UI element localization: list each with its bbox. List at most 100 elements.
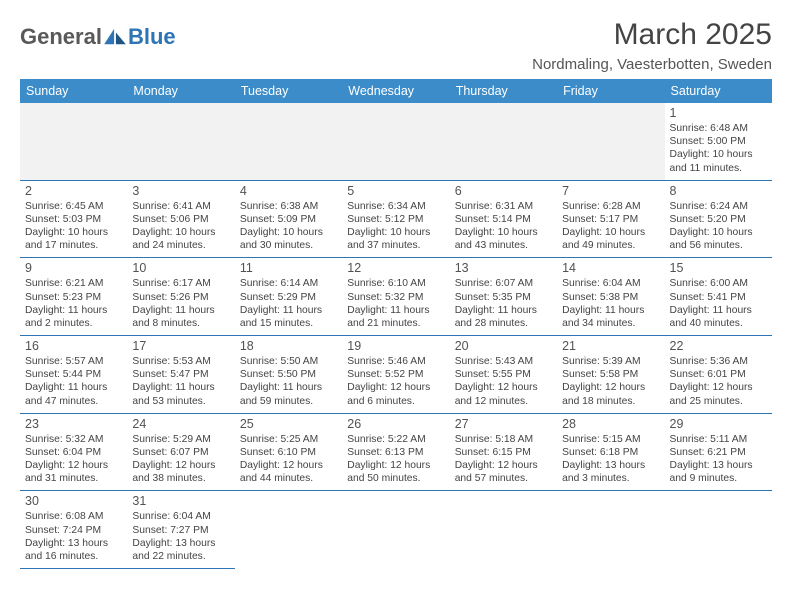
daylight-text: Daylight: 11 hours and 53 minutes. (132, 381, 229, 407)
calendar-row: 9Sunrise: 6:21 AMSunset: 5:23 PMDaylight… (20, 258, 772, 336)
sunset-text: Sunset: 6:18 PM (562, 446, 659, 459)
daylight-text: Daylight: 10 hours and 37 minutes. (347, 226, 444, 252)
calendar-cell: 31Sunrise: 6:04 AMSunset: 7:27 PMDayligh… (127, 491, 234, 569)
day-number: 26 (347, 416, 444, 432)
sunset-text: Sunset: 5:20 PM (670, 213, 767, 226)
weekday-header: Wednesday (342, 79, 449, 103)
weekday-header: Monday (127, 79, 234, 103)
sunrise-text: Sunrise: 6:04 AM (562, 277, 659, 290)
sunset-text: Sunset: 5:58 PM (562, 368, 659, 381)
day-number: 29 (670, 416, 767, 432)
calendar-cell: 14Sunrise: 6:04 AMSunset: 5:38 PMDayligh… (557, 258, 664, 336)
day-number: 22 (670, 338, 767, 354)
day-number: 15 (670, 260, 767, 276)
calendar-cell: 16Sunrise: 5:57 AMSunset: 5:44 PMDayligh… (20, 336, 127, 414)
day-number: 23 (25, 416, 122, 432)
weekday-header: Saturday (665, 79, 772, 103)
sunrise-text: Sunrise: 5:39 AM (562, 355, 659, 368)
calendar-cell (127, 103, 234, 180)
calendar-cell: 12Sunrise: 6:10 AMSunset: 5:32 PMDayligh… (342, 258, 449, 336)
sunset-text: Sunset: 5:09 PM (240, 213, 337, 226)
daylight-text: Daylight: 13 hours and 22 minutes. (132, 537, 229, 563)
logo: General Blue (20, 18, 176, 50)
sunrise-text: Sunrise: 5:53 AM (132, 355, 229, 368)
daylight-text: Daylight: 12 hours and 44 minutes. (240, 459, 337, 485)
day-number: 11 (240, 260, 337, 276)
weekday-header: Sunday (20, 79, 127, 103)
logo-text-blue: Blue (128, 24, 176, 50)
calendar-cell: 19Sunrise: 5:46 AMSunset: 5:52 PMDayligh… (342, 336, 449, 414)
calendar-cell: 30Sunrise: 6:08 AMSunset: 7:24 PMDayligh… (20, 491, 127, 569)
calendar-cell (235, 103, 342, 180)
calendar-cell (665, 491, 772, 569)
weekday-header: Friday (557, 79, 664, 103)
sunset-text: Sunset: 6:21 PM (670, 446, 767, 459)
sunset-text: Sunset: 5:06 PM (132, 213, 229, 226)
calendar-cell (450, 103, 557, 180)
daylight-text: Daylight: 12 hours and 12 minutes. (455, 381, 552, 407)
daylight-text: Daylight: 11 hours and 34 minutes. (562, 304, 659, 330)
sunrise-text: Sunrise: 5:46 AM (347, 355, 444, 368)
calendar-cell: 4Sunrise: 6:38 AMSunset: 5:09 PMDaylight… (235, 180, 342, 258)
page-title: March 2025 (532, 18, 772, 52)
day-number: 20 (455, 338, 552, 354)
calendar-cell: 17Sunrise: 5:53 AMSunset: 5:47 PMDayligh… (127, 336, 234, 414)
sunrise-text: Sunrise: 5:22 AM (347, 433, 444, 446)
sunrise-text: Sunrise: 5:32 AM (25, 433, 122, 446)
calendar-row: 23Sunrise: 5:32 AMSunset: 6:04 PM Dayligh… (20, 413, 772, 491)
sunset-text: Sunset: 5:44 PM (25, 368, 122, 381)
sunset-text: Sunset: 5:50 PM (240, 368, 337, 381)
day-number: 19 (347, 338, 444, 354)
daylight-text: Daylight: 10 hours and 17 minutes. (25, 226, 122, 252)
calendar-cell (235, 491, 342, 569)
sunrise-text: Sunrise: 5:18 AM (455, 433, 552, 446)
header: General Blue March 2025 Nordmaling, Vaes… (20, 18, 772, 73)
day-number: 6 (455, 183, 552, 199)
day-number: 5 (347, 183, 444, 199)
calendar-cell (342, 491, 449, 569)
calendar-cell: 29Sunrise: 5:11 AMSunset: 6:21 PMDayligh… (665, 413, 772, 491)
sunrise-text: Sunrise: 5:57 AM (25, 355, 122, 368)
calendar-cell: 27Sunrise: 5:18 AMSunset: 6:15 PMDayligh… (450, 413, 557, 491)
day-number: 12 (347, 260, 444, 276)
day-number: 24 (132, 416, 229, 432)
sunrise-text: Sunrise: 6:10 AM (347, 277, 444, 290)
day-number: 2 (25, 183, 122, 199)
sunset-text: Sunset: 5:52 PM (347, 368, 444, 381)
day-number: 25 (240, 416, 337, 432)
sunset-text: Sunset: 6:04 PM (25, 446, 122, 459)
calendar-body: 1Sunrise: 6:48 AMSunset: 5:00 PMDaylight… (20, 103, 772, 569)
sunrise-text: Sunrise: 6:17 AM (132, 277, 229, 290)
day-number: 31 (132, 493, 229, 509)
daylight-text: Daylight: 10 hours and 24 minutes. (132, 226, 229, 252)
weekday-header-row: SundayMondayTuesdayWednesdayThursdayFrid… (20, 79, 772, 103)
sunset-text: Sunset: 5:35 PM (455, 291, 552, 304)
daylight-text: Daylight: 12 hours and 50 minutes. (347, 459, 444, 485)
logo-text-general: General (20, 24, 102, 50)
sunrise-text: Sunrise: 6:14 AM (240, 277, 337, 290)
sunset-text: Sunset: 7:24 PM (25, 524, 122, 537)
day-number: 17 (132, 338, 229, 354)
sunset-text: Sunset: 5:00 PM (670, 135, 767, 148)
calendar-cell: 23Sunrise: 5:32 AMSunset: 6:04 PMDayligh… (20, 413, 127, 491)
sunrise-text: Sunrise: 6:34 AM (347, 200, 444, 213)
daylight-text: Daylight: 10 hours and 56 minutes. (670, 226, 767, 252)
sunrise-text: Sunrise: 5:29 AM (132, 433, 229, 446)
sunrise-text: Sunrise: 6:08 AM (25, 510, 122, 523)
calendar-table: SundayMondayTuesdayWednesdayThursdayFrid… (20, 79, 772, 569)
daylight-text: Daylight: 11 hours and 40 minutes. (670, 304, 767, 330)
sunset-text: Sunset: 5:26 PM (132, 291, 229, 304)
sunset-text: Sunset: 5:38 PM (562, 291, 659, 304)
calendar-cell: 9Sunrise: 6:21 AMSunset: 5:23 PMDaylight… (20, 258, 127, 336)
sunset-text: Sunset: 7:27 PM (132, 524, 229, 537)
sunrise-text: Sunrise: 6:00 AM (670, 277, 767, 290)
day-number: 30 (25, 493, 122, 509)
daylight-text: Daylight: 12 hours and 25 minutes. (670, 381, 767, 407)
logo-sail-icon (104, 28, 126, 46)
calendar-cell (20, 103, 127, 180)
sunset-text: Sunset: 5:41 PM (670, 291, 767, 304)
sunset-text: Sunset: 5:14 PM (455, 213, 552, 226)
day-number: 18 (240, 338, 337, 354)
daylight-text: Daylight: 11 hours and 59 minutes. (240, 381, 337, 407)
day-number: 10 (132, 260, 229, 276)
